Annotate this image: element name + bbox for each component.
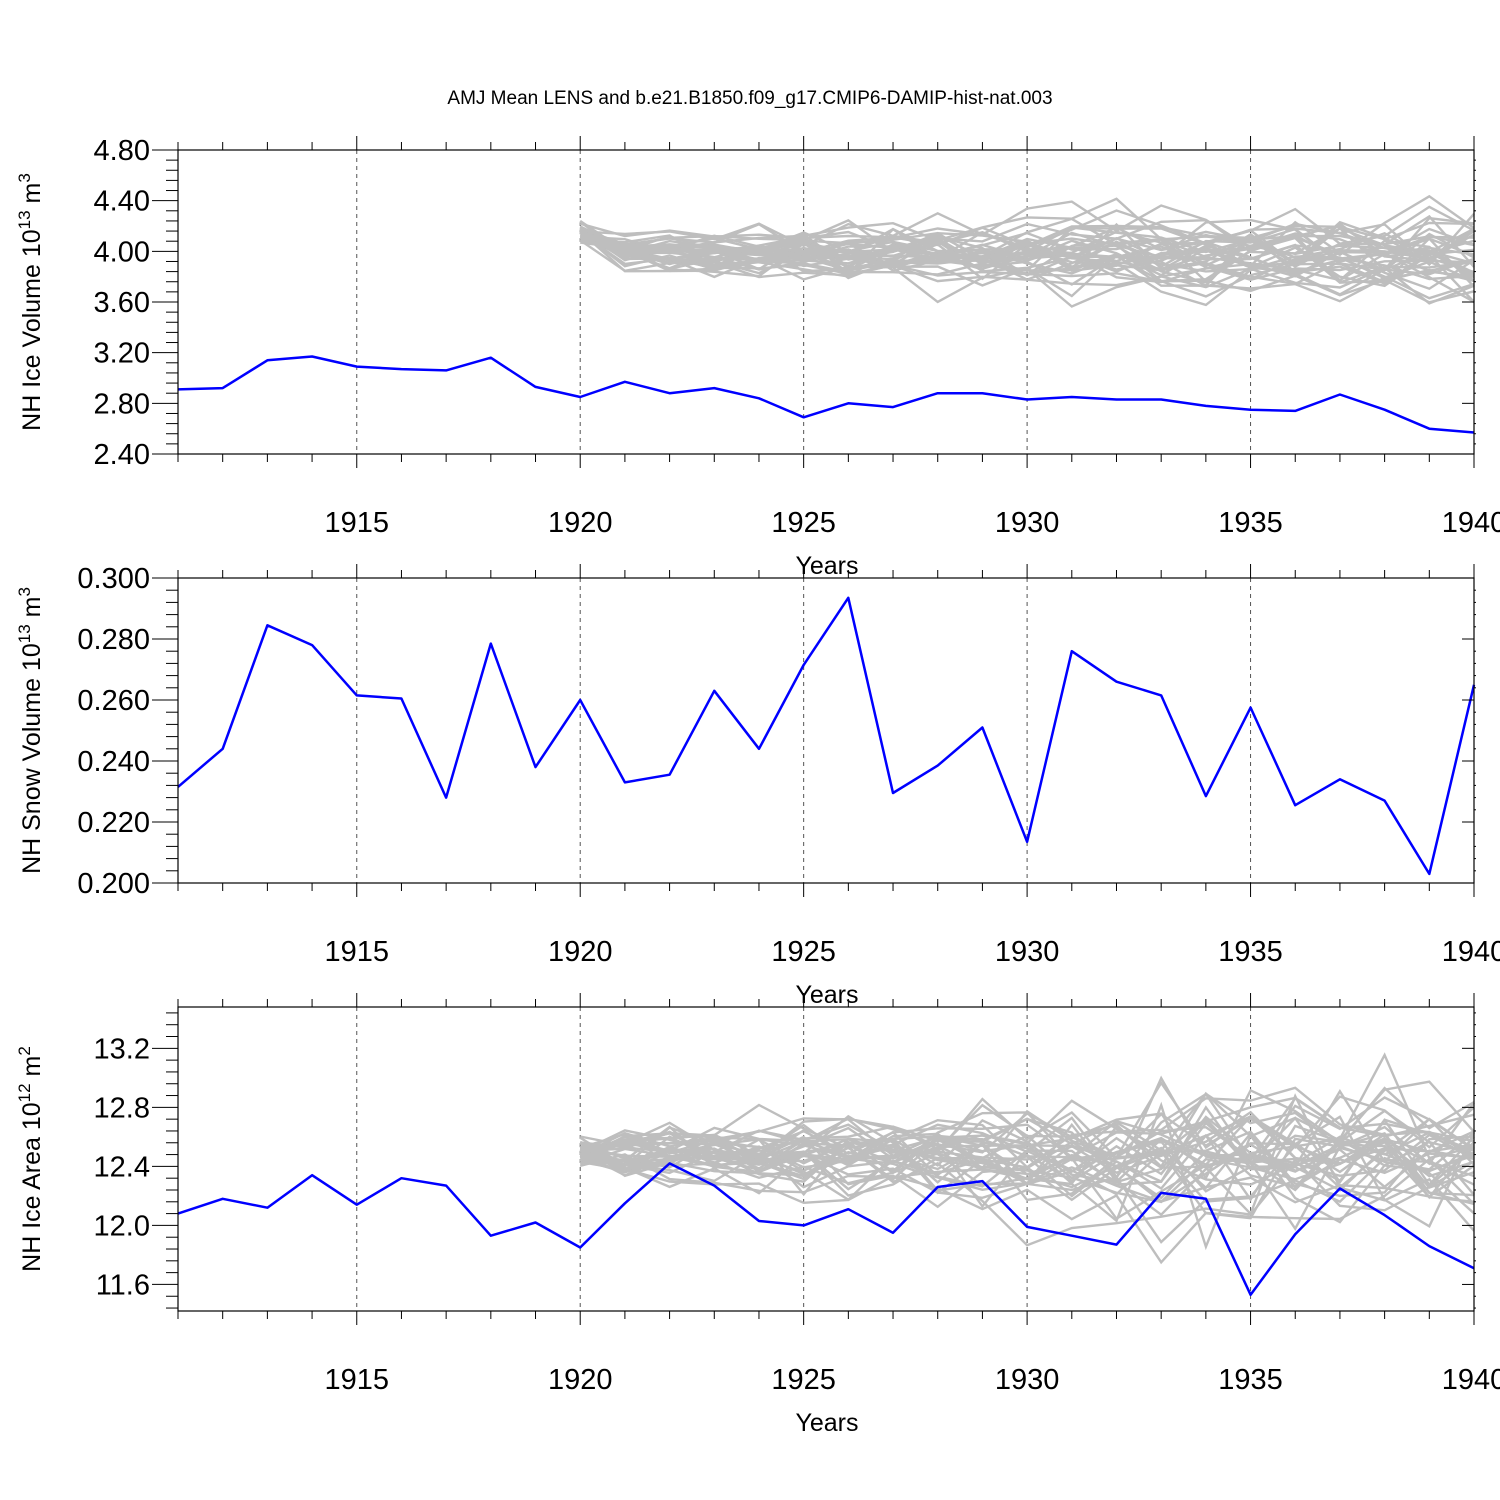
y-tick-label: 4.40 xyxy=(94,186,150,218)
y-tick-label: 4.80 xyxy=(94,135,150,167)
ensemble-member-line xyxy=(580,1115,1475,1180)
x-tick-label: 1935 xyxy=(1218,1364,1283,1396)
y-tick-label: 12.4 xyxy=(94,1151,150,1183)
x-tick-label: 1940 xyxy=(1442,936,1500,968)
x-axis-title: Years xyxy=(795,981,858,1009)
y-tick-label: 0.220 xyxy=(77,807,150,839)
x-axis-title: Years xyxy=(795,1409,858,1437)
ensemble-member-line xyxy=(580,1105,1475,1203)
panel-2: 1915 1920 1925 1930 1935 1940 0.200 0.220 0.240 0… xyxy=(15,563,1500,1009)
ensemble-member-line xyxy=(579,231,1475,303)
x-tick-label: 1935 xyxy=(1218,507,1283,539)
x-tick-label: 1915 xyxy=(325,1364,390,1396)
ensemble-member-line xyxy=(579,1125,1475,1178)
ensemble-member-line xyxy=(579,1080,1475,1174)
y-axis-title: NH Ice Volume 1013 m3 xyxy=(15,173,46,431)
ensemble-member-line xyxy=(579,1052,1475,1160)
y-tick-label: 0.240 xyxy=(77,746,150,778)
x-tick-label: 1925 xyxy=(771,936,836,968)
x-tick-label: 1935 xyxy=(1218,936,1283,968)
panel-3: 1915 1920 1925 1930 1935 1940 11.6 12.0 12.4 12.8… xyxy=(15,993,1500,1437)
plot-frame xyxy=(177,149,1475,455)
observed-series-line xyxy=(177,596,1476,876)
y-tick-label: 3.20 xyxy=(94,338,150,370)
ensemble-member-line xyxy=(579,230,1475,300)
y-tick-label: 2.40 xyxy=(94,439,150,471)
observed-series-line xyxy=(177,1162,1475,1297)
y-tick-label: 0.200 xyxy=(77,868,150,900)
y-tick-label: 12.0 xyxy=(94,1210,150,1242)
ensemble-series xyxy=(579,1052,1476,1265)
observed-series-line xyxy=(177,355,1475,434)
x-tick-label: 1920 xyxy=(548,936,613,968)
x-tick-label: 1915 xyxy=(325,507,390,539)
x-tick-label: 1915 xyxy=(325,936,390,968)
x-tick-label: 1940 xyxy=(1442,507,1500,539)
x-tick-label: 1930 xyxy=(995,1364,1060,1396)
y-tick-label: 0.300 xyxy=(77,563,150,595)
y-tick-label: 12.8 xyxy=(94,1092,150,1124)
y-tick-label: 2.80 xyxy=(94,388,150,420)
y-tick-label: 0.260 xyxy=(77,685,150,717)
plot-frame xyxy=(177,1006,1475,1312)
x-axis-title: Years xyxy=(795,552,858,580)
ensemble-member-line xyxy=(579,222,1475,288)
y-tick-label: 3.60 xyxy=(94,287,150,319)
ensemble-member-line xyxy=(580,1116,1475,1187)
ensemble-member-line xyxy=(579,226,1475,267)
ensemble-member-line xyxy=(579,1092,1475,1166)
ensemble-member-line xyxy=(579,1148,1475,1265)
ensemble-member-line xyxy=(579,1089,1475,1221)
y-tick-label: 11.6 xyxy=(96,1269,150,1301)
y-tick-label: 0.280 xyxy=(77,624,150,656)
x-tick-label: 1920 xyxy=(548,507,613,539)
plot-frame xyxy=(177,577,1475,884)
y-tick-label: 13.2 xyxy=(94,1033,150,1065)
ensemble-member-line xyxy=(579,1086,1475,1169)
ensemble-member-line xyxy=(579,231,1475,282)
x-tick-label: 1930 xyxy=(995,507,1060,539)
y-tick-label: 4.00 xyxy=(94,236,150,268)
ensemble-member-line xyxy=(579,221,1475,248)
x-tick-label: 1925 xyxy=(771,507,836,539)
x-tick-label: 1940 xyxy=(1442,1364,1500,1396)
ensemble-member-line xyxy=(579,234,1475,296)
figure-title: AMJ Mean LENS and b.e21.B1850.f09_g17.CM… xyxy=(447,88,1053,109)
x-tick-label: 1930 xyxy=(995,936,1060,968)
y-axis-title: NH Ice Area 1012 m2 xyxy=(15,1046,46,1272)
ensemble-series xyxy=(579,194,1475,308)
x-tick-label: 1920 xyxy=(548,1364,613,1396)
y-axis-title: NH Snow Volume 1013 m3 xyxy=(15,587,46,874)
ensemble-member-line xyxy=(579,1142,1475,1247)
panel-1: 1915 1920 1925 1930 1935 1940 2.40 2.80 3.20 3.60… xyxy=(15,135,1500,580)
x-tick-label: 1925 xyxy=(771,1364,836,1396)
